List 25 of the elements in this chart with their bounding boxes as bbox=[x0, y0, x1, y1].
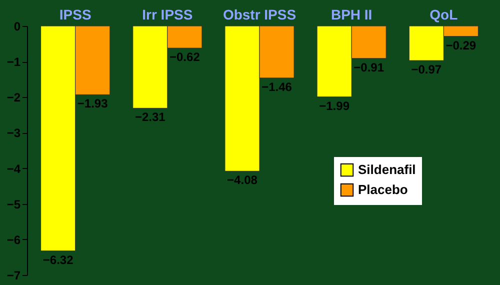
x-tick-label: QoL bbox=[430, 6, 458, 22]
data-label: −0.91 bbox=[354, 60, 384, 74]
data-label: −6.32 bbox=[42, 252, 74, 267]
x-tick-label: Irr IPSS bbox=[142, 6, 193, 22]
data-label: −4.08 bbox=[227, 173, 258, 188]
x-tick-label: BPH II bbox=[330, 6, 372, 22]
data-label: −1.46 bbox=[262, 80, 292, 94]
x-tick-label: Obstr IPSS bbox=[222, 6, 296, 22]
legend-label: Sildenafil bbox=[358, 162, 416, 177]
data-label: −1.99 bbox=[319, 98, 350, 113]
data-label: −1.93 bbox=[77, 96, 108, 111]
x-tick-label: IPSS bbox=[59, 6, 92, 22]
data-label: −0.62 bbox=[170, 50, 200, 64]
y-tick-label: −5 bbox=[6, 197, 21, 212]
y-tick-label: 0 bbox=[14, 20, 21, 34]
y-tick-label: −7 bbox=[6, 268, 21, 282]
y-tick-label: −6 bbox=[6, 232, 21, 247]
y-tick-label: −4 bbox=[6, 162, 21, 176]
data-label: −0.29 bbox=[446, 38, 476, 52]
legend-label: Placebo bbox=[358, 182, 408, 197]
data-label: −2.31 bbox=[134, 110, 166, 124]
y-tick-label: −1 bbox=[6, 55, 21, 70]
data-label: −0.97 bbox=[411, 62, 442, 77]
y-tick-label: −2 bbox=[6, 90, 21, 105]
y-tick-label: −3 bbox=[6, 126, 21, 140]
